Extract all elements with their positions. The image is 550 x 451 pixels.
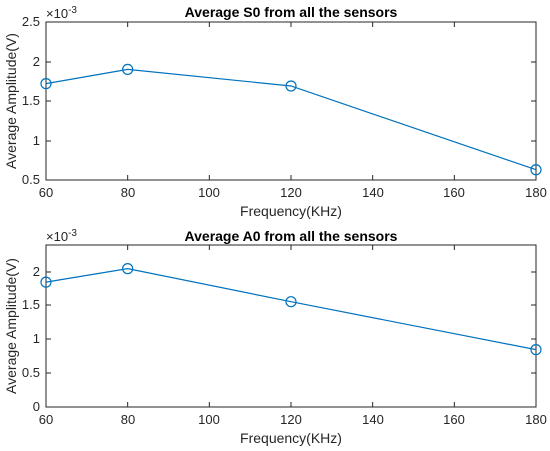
series-line <box>45 68 537 171</box>
data-point <box>285 296 297 308</box>
y-tick-label: 2.5 <box>22 14 40 29</box>
x-tick-label: 120 <box>280 185 302 200</box>
chart-a0: Average A0 from all the sensors ×10-3 0 … <box>3 228 547 446</box>
series-marks <box>40 245 542 408</box>
x-tick-label: 140 <box>362 412 384 427</box>
y-axis-exponent: ×10-3 <box>46 5 77 21</box>
y-tick-label: 1.5 <box>22 93 40 108</box>
y-axis-exponent: ×10-3 <box>46 228 77 244</box>
y-ticks: 0.5 1 1.5 2 2.5 <box>22 14 40 187</box>
data-point <box>530 344 542 356</box>
y-tick-label: 2 <box>33 264 40 279</box>
y-tick-label: 0 <box>33 399 40 414</box>
y-tick-label: 0.5 <box>22 365 40 380</box>
x-tick-label: 140 <box>362 185 384 200</box>
series-line <box>45 268 537 351</box>
x-ticks: 60 80 100 120 140 160 180 <box>39 412 547 427</box>
x-tick-label: 100 <box>198 412 220 427</box>
x-tick-label: 60 <box>39 412 53 427</box>
data-point <box>122 63 134 76</box>
y-tick-label: 0.5 <box>22 172 40 187</box>
x-ticks: 60 80 100 120 140 160 180 <box>39 185 547 200</box>
x-tick-label: 180 <box>525 412 547 427</box>
y-tick-label: 2 <box>33 54 40 69</box>
x-tick-label: 160 <box>443 412 465 427</box>
x-tick-label: 80 <box>121 412 135 427</box>
series-marks <box>40 21 542 181</box>
plot-area <box>45 244 537 408</box>
chart-title: Average A0 from all the sensors <box>185 228 398 244</box>
y-tick-label: 1.5 <box>22 297 40 312</box>
x-tick-label: 60 <box>39 185 53 200</box>
data-point <box>122 263 134 275</box>
x-tick-label: 120 <box>280 412 302 427</box>
x-tick-label: 80 <box>121 185 135 200</box>
y-tick-label: 1 <box>33 133 40 148</box>
data-point <box>40 276 52 288</box>
x-axis-label: Frequency(KHz) <box>240 430 342 446</box>
chart-title: Average S0 from all the sensors <box>185 4 398 20</box>
data-point <box>530 164 542 176</box>
chart-s0: Average S0 from all the sensors ×10-3 0.… <box>3 4 547 219</box>
y-axis-label: Average Amplitude(V) <box>3 258 19 394</box>
x-axis-label: Frequency(KHz) <box>240 203 342 219</box>
y-tick-label: 1 <box>33 331 40 346</box>
y-axis-label: Average Amplitude(V) <box>3 33 19 169</box>
x-tick-label: 100 <box>198 185 220 200</box>
data-point <box>285 80 297 92</box>
x-tick-label: 160 <box>443 185 465 200</box>
plot-area <box>45 21 537 181</box>
x-tick-label: 180 <box>525 185 547 200</box>
data-point <box>40 78 52 90</box>
y-ticks: 0 0.5 1 1.5 2 <box>22 264 40 414</box>
